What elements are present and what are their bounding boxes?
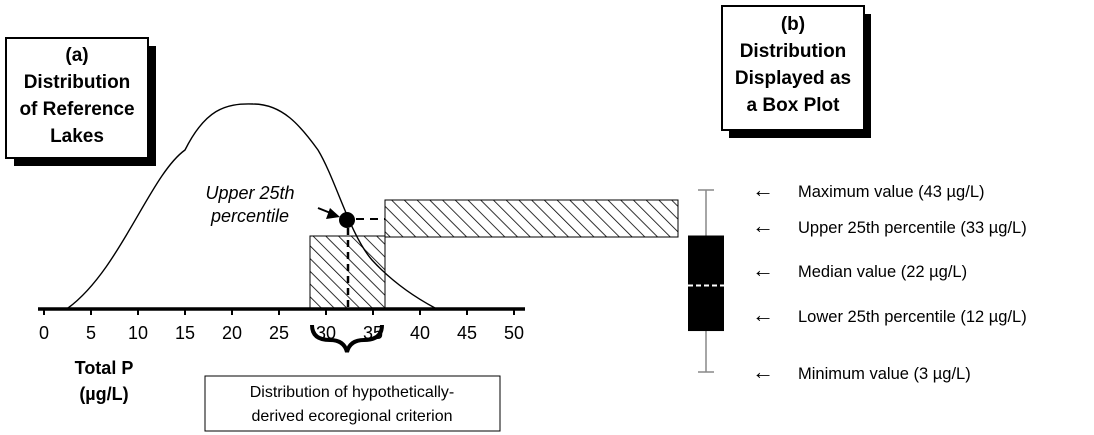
x-tick-label: 40 bbox=[410, 323, 430, 343]
x-tick-label: 0 bbox=[39, 323, 49, 343]
x-tick-label: 50 bbox=[504, 323, 524, 343]
legend-label: Median value (22 µg/L) bbox=[798, 263, 967, 281]
x-tick-label: 10 bbox=[128, 323, 148, 343]
x-tick-label: 15 bbox=[175, 323, 195, 343]
percentile-arrow bbox=[317, 207, 340, 219]
x-axis-tick-labels: 0 5 10 15 20 25 30 35 40 45 50 bbox=[39, 323, 524, 343]
panel-a-title-line: (a) bbox=[65, 45, 88, 66]
box-plot bbox=[688, 189, 724, 373]
x-tick-label: 25 bbox=[269, 323, 289, 343]
panel-a-title-line: Distribution bbox=[24, 72, 131, 93]
legend-arrow: ← bbox=[752, 177, 774, 202]
legend-label: Minimum value (3 µg/L) bbox=[798, 365, 971, 383]
box-plot-legend: ← Maximum value (43 µg/L) ← Upper 25th perc… bbox=[752, 177, 1027, 384]
legend-label: Upper 25th percentile (33 µg/L) bbox=[798, 219, 1027, 237]
legend-label: Maximum value (43 µg/L) bbox=[798, 183, 985, 201]
legend-arrow: ← bbox=[752, 257, 774, 282]
legend-arrow: ← bbox=[752, 359, 774, 384]
x-tick-label: 20 bbox=[222, 323, 242, 343]
panel-b-title-line: Distribution bbox=[740, 41, 847, 62]
percentile-annotation-line: Upper 25th bbox=[205, 183, 294, 203]
legend-arrow: ← bbox=[752, 302, 774, 327]
legend-label: Lower 25th percentile (12 µg/L) bbox=[798, 308, 1027, 326]
panel-b-title-line: Displayed as bbox=[735, 68, 851, 89]
x-axis-label-line: (µg/L) bbox=[79, 384, 128, 404]
criterion-hatched-block bbox=[309, 235, 386, 309]
criterion-brace bbox=[310, 324, 384, 353]
criterion-caption-line: derived ecoregional criterion bbox=[252, 408, 453, 425]
x-axis-label-line: Total P bbox=[75, 358, 134, 378]
x-axis-ticks bbox=[43, 309, 515, 315]
panel-a-title-line: of Reference bbox=[19, 99, 134, 120]
upper-quartile-hatched-band bbox=[384, 199, 679, 238]
percentile-annotation-line: percentile bbox=[210, 206, 289, 226]
x-tick-label: 45 bbox=[457, 323, 477, 343]
panel-b-title-line: a Box Plot bbox=[747, 95, 841, 116]
criterion-caption-line: Distribution of hypothetically- bbox=[250, 384, 455, 401]
panel-b-title: (b) Distribution Displayed as a Box Plot bbox=[721, 5, 871, 138]
interquartile-box bbox=[688, 235, 724, 332]
panel-b-title-line: (b) bbox=[781, 14, 805, 35]
x-tick-label: 5 bbox=[86, 323, 96, 343]
panel-a-title: (a) Distribution of Reference Lakes bbox=[5, 37, 156, 166]
panel-a-title-line: Lakes bbox=[50, 126, 104, 147]
legend-arrow: ← bbox=[752, 213, 774, 238]
criterion-caption-box: Distribution of hypothetically- derived … bbox=[204, 375, 501, 432]
percentile-dot bbox=[339, 212, 355, 228]
